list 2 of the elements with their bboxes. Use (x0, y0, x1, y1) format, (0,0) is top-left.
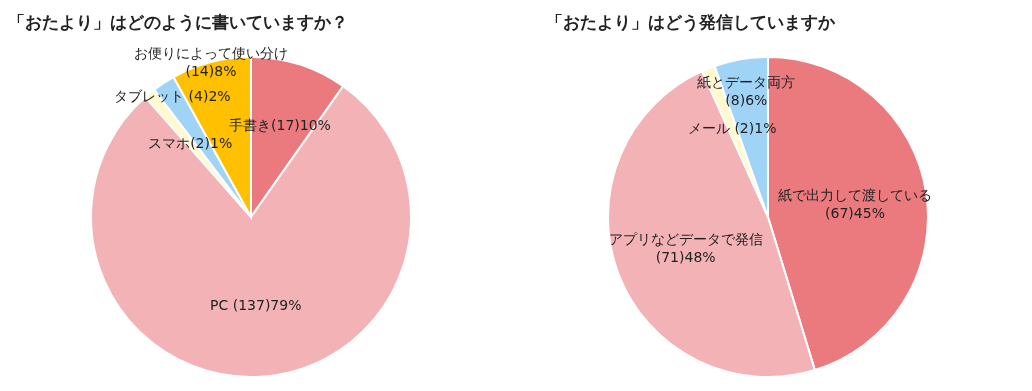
chart-title: 「おたより」はどう発信していますか (546, 12, 836, 32)
chart-title: 「おたより」はどのように書いていますか？ (8, 12, 348, 32)
